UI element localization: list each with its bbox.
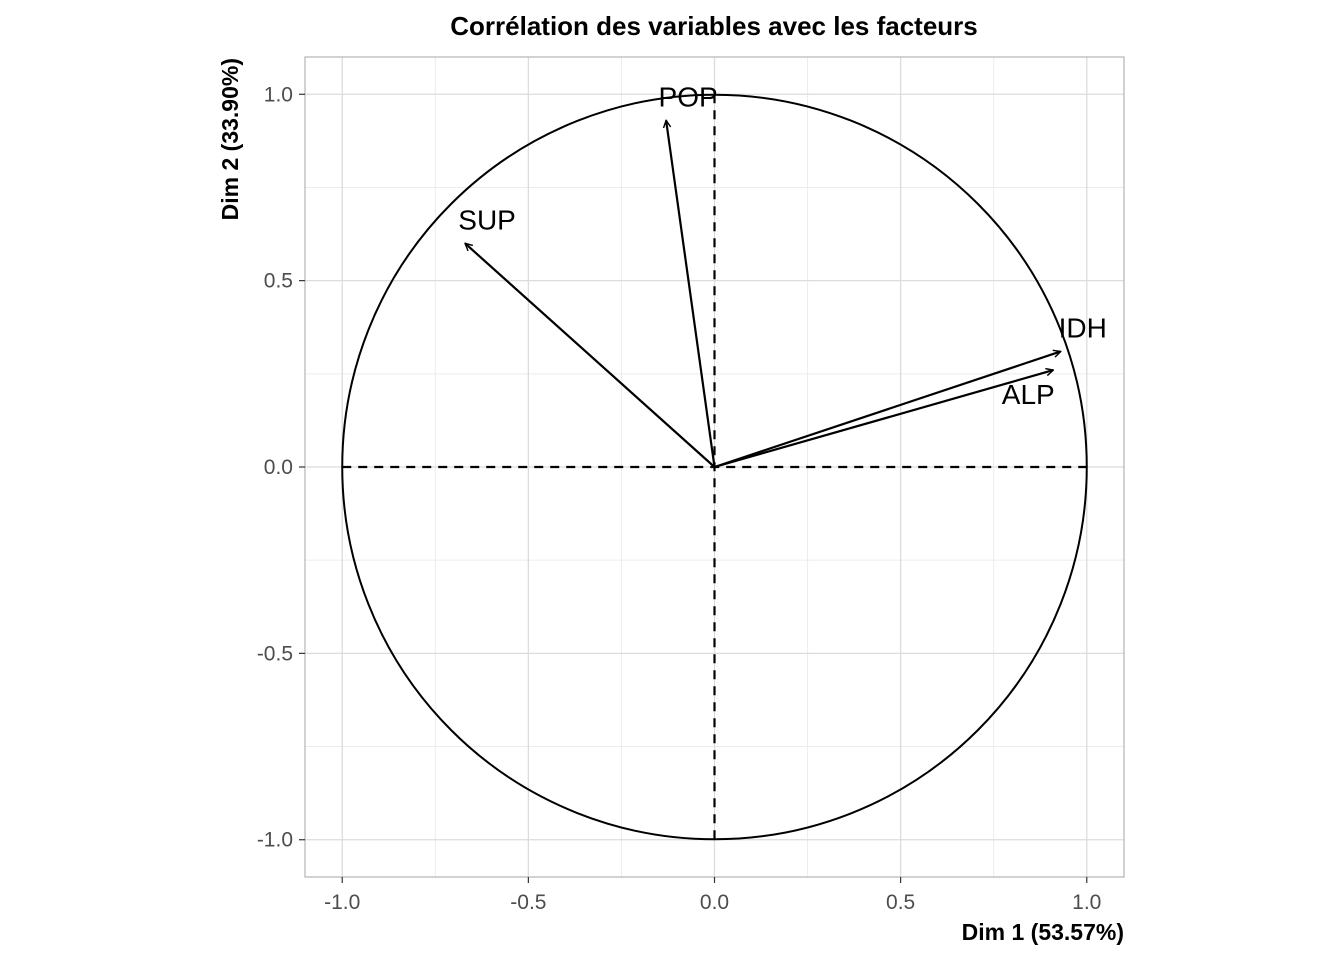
y-axis-label: Dim 2 (33.90%) — [217, 58, 243, 220]
arrow-idh — [714, 351, 1061, 469]
label-sup: SUP — [458, 204, 516, 235]
x-tick-label: 1.0 — [1072, 891, 1101, 914]
label-alp: ALP — [1002, 379, 1055, 410]
y-tick-label: 0.5 — [264, 270, 293, 293]
arrow-alp — [714, 370, 1054, 469]
chart-title: Corrélation des variables avec les facte… — [450, 11, 978, 41]
x-tick-label: 0.5 — [886, 891, 915, 914]
arrow-pop — [666, 120, 716, 468]
arrow-sup — [465, 243, 716, 468]
y-axis-ticks: -1.0 -0.5 0.0 0.5 1.0 — [257, 83, 305, 852]
y-tick-label: -0.5 — [257, 642, 293, 665]
y-tick-label: 0.0 — [264, 456, 293, 479]
label-pop: POP — [659, 81, 718, 112]
variable-labels: POP SUP IDH ALP — [458, 81, 1107, 410]
y-tick-label: -1.0 — [257, 829, 293, 852]
x-tick-label: -0.5 — [510, 891, 546, 914]
label-idh: IDH — [1059, 312, 1107, 343]
x-tick-label: -1.0 — [324, 891, 360, 914]
variable-arrows — [465, 120, 1061, 469]
y-tick-label: 1.0 — [264, 83, 293, 106]
x-tick-label: 0.0 — [700, 891, 729, 914]
x-axis-ticks: -1.0 -0.5 0.0 0.5 1.0 — [324, 877, 1101, 914]
unit-circle — [341, 93, 1088, 841]
x-axis-label: Dim 1 (53.57%) — [962, 919, 1124, 945]
